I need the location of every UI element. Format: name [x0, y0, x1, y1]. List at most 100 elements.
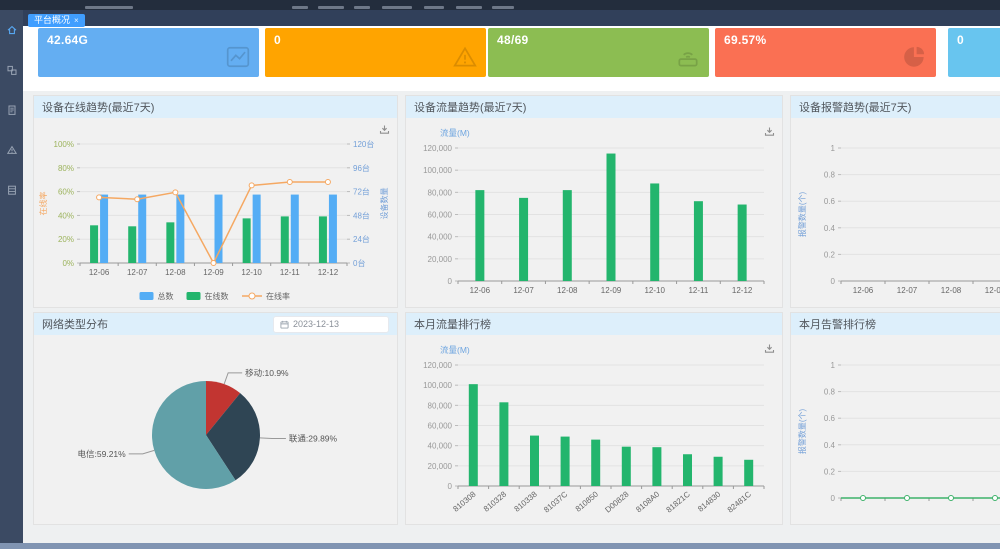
- svg-text:12-08: 12-08: [165, 268, 186, 277]
- device-online-trend-chart: 0% 20% 40% 60% 80% 100% 0台 24台 48台 72台 96台 120台 12-0…: [34, 118, 397, 307]
- device-traffic-trend-chart: 0 20,000 40,000 60,000 80,000 100,000 120,000 1…: [406, 118, 782, 307]
- svg-text:12-06: 12-06: [470, 286, 491, 295]
- panel-title: 设备流量趋势(最近7天): [414, 102, 527, 114]
- panel-device-alarm-trend: 设备报警趋势(最近7天) 0 0.2 0.4 0.6 0.8 1 12-06 12-07 12-…: [790, 95, 1000, 308]
- svg-text:0: 0: [831, 277, 836, 286]
- svg-text:12-12: 12-12: [318, 268, 339, 277]
- svg-text:0: 0: [831, 494, 836, 503]
- panel-header: 网络类型分布 2023-12-13: [34, 313, 397, 335]
- svg-text:12-08: 12-08: [941, 286, 962, 295]
- svg-text:12-10: 12-10: [241, 268, 262, 277]
- svg-text:0.2: 0.2: [824, 250, 836, 259]
- panel-title: 本月告警排行榜: [799, 319, 876, 331]
- home-icon: [7, 25, 16, 35]
- svg-text:120,000: 120,000: [423, 361, 452, 370]
- router-icon: [675, 44, 701, 75]
- svg-text:0: 0: [448, 277, 453, 286]
- navbar-brand-clipped: [85, 6, 133, 9]
- document-icon: [8, 105, 15, 115]
- panel-device-traffic-trend: 设备流量趋势(最近7天) 0 20,000 40,000 60,000 80,000 10…: [405, 95, 783, 308]
- svg-text:120,000: 120,000: [423, 144, 452, 153]
- svg-text:48台: 48台: [353, 210, 370, 220]
- svg-text:100%: 100%: [54, 140, 74, 149]
- svg-text:120台: 120台: [353, 139, 374, 149]
- panel-title: 设备在线趋势(最近7天): [42, 102, 155, 114]
- sidebar-item-home[interactable]: [0, 10, 23, 50]
- panel-device-online-trend: 设备在线趋势(最近7天) 0% 20% 40% 60% 80% 100% 0台 24台 48台 7…: [33, 95, 398, 308]
- sidebar-item-alarms[interactable]: [0, 130, 23, 170]
- svg-text:20%: 20%: [58, 235, 74, 244]
- sidebar-item-devices[interactable]: [0, 50, 23, 90]
- sidebar-item-logs[interactable]: [0, 170, 23, 210]
- svg-text:0.8: 0.8: [824, 171, 836, 180]
- card-online-devices: 48/69: [488, 28, 709, 77]
- download-icon[interactable]: [764, 341, 775, 359]
- svg-text:12-07: 12-07: [513, 286, 534, 295]
- svg-text:96台: 96台: [353, 163, 370, 173]
- svg-text:24台: 24台: [353, 234, 370, 244]
- sidebar-item-reports[interactable]: [0, 90, 23, 130]
- line-chart-icon: [225, 44, 251, 75]
- svg-text:0.2: 0.2: [824, 467, 836, 476]
- svg-text:60,000: 60,000: [428, 422, 453, 431]
- monthly-alarm-rank-chart: 0 0.2 0.4 0.6 0.8 1 报警数量(个): [791, 335, 1000, 524]
- svg-text:810328: 810328: [482, 489, 509, 513]
- panel-network-type-distribution: 网络类型分布 2023-12-13 移动:10.9% 联通:29.89% 电信:59…: [33, 312, 398, 525]
- network-type-pie-chart: 移动:10.9% 联通:29.89% 电信:59.21%: [34, 335, 397, 524]
- panel-monthly-traffic-rank: 本月流量排行榜 0 20,000 40,000 60,000 80,000 100,000…: [405, 312, 783, 525]
- panel-title: 本月流量排行榜: [414, 319, 491, 331]
- card-extra-stat: 0: [948, 28, 1000, 77]
- monthly-traffic-rank-chart: 0 20,000 40,000 60,000 80,000 100,000 120,000 8…: [406, 335, 782, 524]
- stat-cards-row: 42.64G 0 48/69 69.57%: [23, 26, 1000, 91]
- svg-text:在线率: 在线率: [266, 291, 290, 301]
- horizontal-scrollbar[interactable]: [0, 543, 1000, 549]
- svg-text:810850: 810850: [574, 489, 601, 513]
- date-picker[interactable]: 2023-12-13: [273, 315, 389, 333]
- panel-title: 设备报警趋势(最近7天): [799, 102, 912, 114]
- svg-text:0.4: 0.4: [824, 224, 836, 233]
- navbar-menu-item: [492, 6, 514, 9]
- svg-text:12-11: 12-11: [280, 268, 300, 277]
- card-value: 42.64G: [47, 33, 89, 47]
- tab-platform-overview[interactable]: 平台概况 ×: [28, 14, 85, 27]
- svg-text:12-06: 12-06: [89, 268, 110, 277]
- navbar-menu-item: [354, 6, 370, 9]
- svg-text:12-10: 12-10: [644, 286, 665, 295]
- svg-text:移动:10.9%: 移动:10.9%: [245, 368, 289, 378]
- svg-text:0.4: 0.4: [824, 441, 836, 450]
- card-value: 0: [957, 33, 964, 47]
- svg-text:12-11: 12-11: [688, 286, 708, 295]
- svg-text:20,000: 20,000: [428, 462, 453, 471]
- svg-text:12-09: 12-09: [601, 286, 622, 295]
- navbar-menu-item: [424, 6, 444, 9]
- navbar-menu-item: [318, 6, 344, 9]
- tab-label: 平台概况: [34, 15, 71, 25]
- svg-text:报警数量(个): 报警数量(个): [797, 192, 807, 238]
- top-navbar: [0, 0, 1000, 10]
- svg-text:D00828: D00828: [603, 489, 631, 514]
- card-value: 48/69: [497, 33, 529, 47]
- svg-text:12-07: 12-07: [127, 268, 148, 277]
- download-icon[interactable]: [764, 124, 775, 142]
- tab-close-icon[interactable]: ×: [74, 15, 79, 25]
- svg-text:联通:29.89%: 联通:29.89%: [289, 434, 338, 444]
- pie-icon: [902, 44, 928, 75]
- svg-text:80%: 80%: [58, 164, 74, 173]
- svg-text:电信:59.21%: 电信:59.21%: [78, 449, 127, 459]
- svg-text:20,000: 20,000: [428, 255, 453, 264]
- svg-text:0.6: 0.6: [824, 197, 836, 206]
- card-value: 0: [274, 33, 281, 47]
- navbar-menu-item: [382, 6, 412, 9]
- svg-text:在线数: 在线数: [205, 291, 229, 301]
- svg-text:0%: 0%: [62, 259, 74, 268]
- svg-text:8108A0: 8108A0: [634, 489, 661, 514]
- navbar-menu-item: [456, 6, 482, 9]
- svg-text:1: 1: [831, 361, 836, 370]
- warning-icon: [452, 44, 478, 75]
- svg-text:12-08: 12-08: [557, 286, 578, 295]
- calendar-icon: [280, 320, 289, 329]
- svg-text:810308: 810308: [451, 489, 478, 513]
- card-total-traffic: 42.64G: [38, 28, 259, 77]
- download-icon[interactable]: [379, 122, 390, 140]
- panel-header: 设备在线趋势(最近7天): [34, 96, 397, 118]
